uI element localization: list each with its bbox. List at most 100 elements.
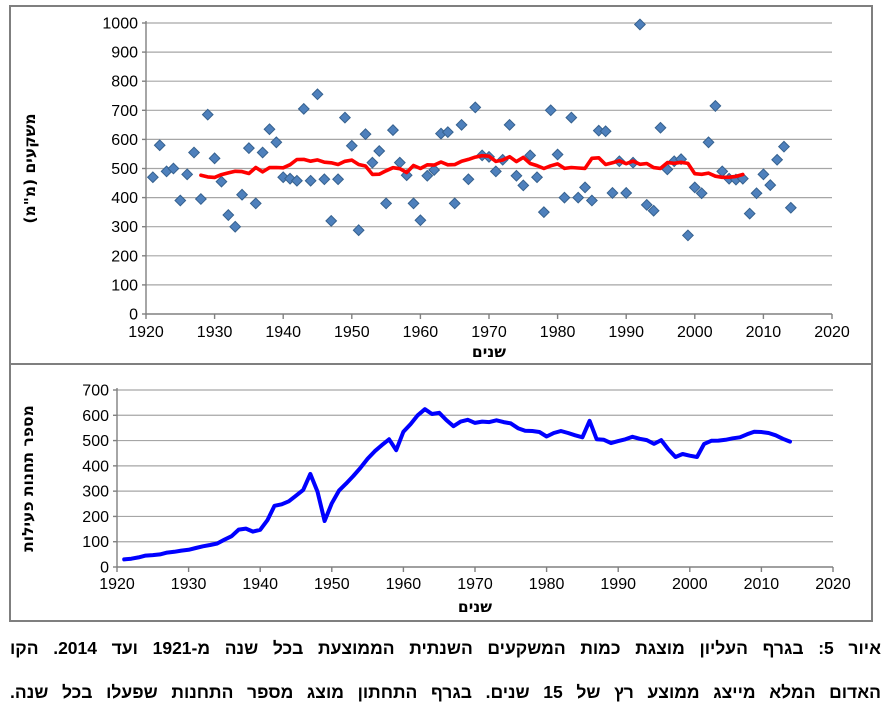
precipitation-data-point	[174, 194, 187, 207]
x-tick-label: 1940	[242, 576, 278, 593]
precipitation-scatter-chart: 1920 1930 1940 1950 1960 1970 1980 1990 2000 2010…	[9, 5, 873, 365]
x-tick-label: 1920	[99, 576, 135, 593]
caption-line-1: איור 5: בגרף העליון מוצגת כמות המשקעים ה…	[10, 638, 882, 658]
precipitation-data-point	[188, 146, 201, 159]
precipitation-data-point	[743, 207, 756, 220]
y-tick-label: 700	[82, 383, 109, 400]
precipitation-data-point	[325, 214, 338, 227]
precipitation-data-point	[537, 206, 550, 219]
precipitation-data-point	[544, 104, 557, 117]
precipitation-data-point	[318, 173, 331, 186]
precipitation-data-point	[688, 181, 701, 194]
precipitation-data-point	[153, 139, 166, 152]
precipitation-data-point	[531, 171, 544, 184]
precipitation-data-point	[455, 118, 468, 131]
precipitation-data-point	[290, 174, 303, 187]
precipitation-data-point	[146, 171, 159, 184]
precipitation-data-point	[565, 111, 578, 124]
precipitation-data-point	[517, 179, 530, 192]
precipitation-data-point	[332, 173, 345, 186]
precipitation-data-point	[489, 165, 502, 178]
precipitation-data-point	[208, 152, 221, 165]
x-tick-label: 1990	[600, 576, 636, 593]
precipitation-data-point	[558, 191, 571, 204]
x-tick-label: 1930	[197, 324, 233, 341]
precipitation-data-point	[380, 197, 393, 210]
x-tick-label: 1980	[540, 324, 576, 341]
y-tick-label: 500	[111, 161, 138, 178]
precipitation-data-point	[386, 124, 399, 137]
precipitation-data-point	[284, 172, 297, 185]
precipitation-data-point	[510, 169, 523, 182]
x-tick-label: 1950	[334, 324, 370, 341]
precipitation-data-point	[311, 88, 324, 101]
y-tick-label: 600	[111, 132, 138, 149]
x-tick-label: 1970	[457, 576, 493, 593]
precipitation-data-point	[681, 229, 694, 242]
y-axis-title: משקעים (מ"מ)	[21, 113, 39, 223]
x-tick-label: 1940	[265, 324, 301, 341]
x-tick-label: 1950	[314, 576, 350, 593]
y-tick-label: 100	[82, 534, 109, 551]
precipitation-data-point	[263, 123, 276, 136]
precipitation-data-point	[462, 173, 475, 186]
precipitation-data-point	[764, 179, 777, 192]
precipitation-data-point	[524, 149, 537, 162]
precipitation-data-point	[345, 139, 358, 152]
active-stations-line-chart: 1920 1930 1940 1950 1960 1970 1980 1990 2000 2010…	[9, 363, 873, 622]
precipitation-data-point	[777, 140, 790, 153]
x-tick-label: 1960	[386, 576, 422, 593]
x-tick-label: 2010	[746, 324, 782, 341]
precipitation-data-point	[338, 111, 351, 124]
y-tick-label: 400	[82, 458, 109, 475]
y-tick-label: 0	[100, 560, 109, 577]
y-tick-label: 500	[82, 433, 109, 450]
y-tick-label: 900	[111, 45, 138, 62]
precipitation-data-point	[242, 142, 255, 155]
precipitation-data-point	[633, 18, 646, 31]
precipitation-data-point	[194, 193, 207, 206]
y-tick-label: 200	[82, 509, 109, 526]
x-tick-label: 2000	[677, 324, 713, 341]
y-tick-label: 800	[111, 74, 138, 91]
y-tick-label: 300	[111, 219, 138, 236]
x-axis-title: שנים	[472, 343, 506, 359]
precipitation-data-point	[352, 224, 365, 237]
stations-chart-canvas: 1920 1930 1940 1950 1960 1970 1980 1990 2000 2010…	[19, 383, 851, 617]
y-tick-label: 200	[111, 248, 138, 265]
precipitation-chart-canvas: 1920 1930 1940 1950 1960 1970 1980 1990 2000 2010…	[21, 16, 850, 360]
precipitation-data-point	[373, 145, 386, 158]
precipitation-data-point	[304, 174, 317, 187]
y-axis-title: מספר תחנות פעילות	[19, 405, 37, 552]
x-tick-label: 2020	[814, 324, 850, 341]
x-tick-label: 1970	[471, 324, 507, 341]
x-tick-label: 2010	[744, 576, 780, 593]
precipitation-data-point	[297, 102, 310, 115]
precipitation-data-point	[277, 171, 290, 184]
precipitation-data-point	[551, 148, 564, 161]
precipitation-data-point	[599, 125, 612, 138]
y-tick-label: 600	[82, 408, 109, 425]
precipitation-data-point	[606, 186, 619, 199]
x-tick-label: 1990	[608, 324, 644, 341]
running-mean-line	[199, 153, 745, 180]
precipitation-data-point	[201, 108, 214, 121]
figure-caption: איור 5: בגרף העליון מוצגת כמות המשקעים ה…	[10, 626, 881, 714]
precipitation-data-point	[167, 162, 180, 175]
x-tick-label: 2020	[815, 576, 851, 593]
precipitation-data-point	[215, 175, 228, 188]
precipitation-data-point	[421, 169, 434, 182]
precipitation-data-point	[181, 168, 194, 181]
precipitation-data-point	[448, 197, 461, 210]
precipitation-data-point	[585, 194, 598, 207]
precipitation-data-point	[640, 198, 653, 211]
precipitation-data-point	[469, 101, 482, 114]
x-tick-label: 1960	[403, 324, 439, 341]
precipitation-data-point	[572, 191, 585, 204]
precipitation-data-point	[647, 204, 660, 217]
x-tick-label: 1980	[529, 576, 565, 593]
precipitation-data-point	[441, 126, 454, 139]
y-tick-label: 0	[129, 307, 138, 324]
precipitation-data-point	[270, 136, 283, 149]
